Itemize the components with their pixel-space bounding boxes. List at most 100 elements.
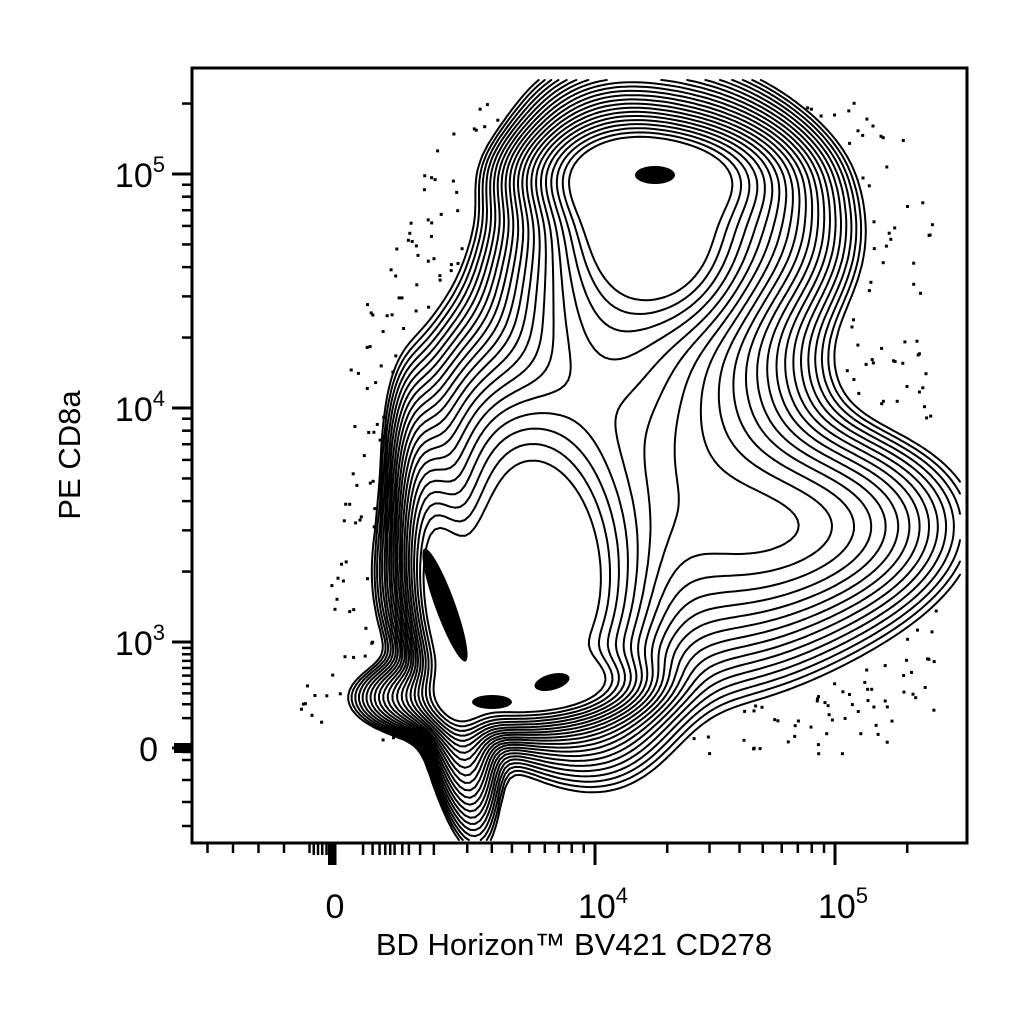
event-dot	[313, 694, 317, 697]
event-dot	[333, 607, 337, 611]
dense-core	[472, 695, 512, 709]
event-dot	[901, 361, 905, 365]
event-dot	[402, 327, 406, 330]
event-dot	[866, 687, 870, 691]
event-dot	[923, 405, 926, 409]
event-dot	[371, 313, 375, 317]
event-dot	[916, 628, 919, 632]
event-dot	[857, 391, 861, 395]
event-dot	[914, 696, 918, 700]
event-dot	[400, 296, 404, 300]
event-dot	[352, 608, 356, 612]
event-dot	[752, 746, 756, 750]
event-dot	[806, 106, 810, 110]
event-dot	[378, 438, 382, 442]
event-dot	[892, 359, 895, 363]
event-dot	[410, 240, 414, 243]
event-dot	[817, 695, 820, 699]
event-dot	[915, 339, 919, 343]
event-dot	[816, 697, 820, 701]
event-dot	[472, 127, 476, 131]
event-dot	[483, 125, 487, 129]
dense-core	[534, 672, 570, 692]
event-dot	[341, 579, 345, 583]
y-tick-label: 105	[115, 152, 165, 195]
event-dot	[885, 165, 889, 169]
event-dot	[925, 416, 929, 420]
event-dot	[460, 247, 464, 251]
event-dot	[833, 682, 837, 686]
event-dot	[372, 525, 376, 529]
event-dot	[850, 325, 854, 329]
event-dot	[369, 311, 373, 315]
event-dot	[881, 136, 885, 140]
event-dot	[833, 113, 836, 117]
y-axis-title: PE CD8a	[52, 390, 87, 520]
event-dot	[901, 139, 905, 142]
event-dot	[389, 268, 393, 272]
event-dot	[370, 641, 374, 645]
event-dot	[930, 630, 934, 634]
event-dot	[796, 719, 800, 723]
event-dot	[301, 702, 305, 706]
event-dot	[430, 221, 434, 225]
event-dot	[889, 237, 893, 241]
event-dot	[439, 212, 443, 216]
event-dot	[876, 732, 880, 736]
event-dot	[367, 431, 371, 434]
event-dot	[432, 257, 436, 261]
contour-lines	[347, 79, 961, 841]
event-dot	[809, 725, 813, 729]
event-dot	[395, 247, 399, 251]
event-dot	[912, 282, 916, 286]
event-dot	[827, 713, 831, 717]
event-dot	[358, 518, 362, 522]
event-dot	[906, 637, 910, 641]
x-tick-label: 105	[818, 883, 868, 926]
event-dot	[356, 371, 360, 375]
event-dot	[692, 737, 696, 741]
event-dot	[856, 710, 860, 713]
event-dot	[932, 708, 936, 712]
event-dot	[364, 626, 368, 630]
event-dot	[390, 313, 394, 317]
event-dot	[300, 707, 303, 711]
event-dot	[365, 387, 369, 390]
event-dot	[870, 687, 874, 691]
event-dot	[885, 740, 889, 744]
event-dot	[760, 705, 764, 709]
event-dot	[426, 259, 430, 263]
event-dot	[452, 132, 456, 136]
event-dot	[879, 134, 883, 138]
event-dot	[826, 704, 830, 708]
event-dot	[825, 732, 829, 736]
event-dot	[880, 402, 884, 406]
event-dot	[754, 704, 758, 708]
event-dot	[872, 705, 876, 709]
event-dot	[830, 718, 834, 722]
event-dot	[903, 340, 907, 344]
event-dot	[343, 655, 347, 659]
event-dot	[397, 296, 401, 300]
event-dot	[910, 670, 913, 674]
event-dot	[406, 238, 410, 242]
event-dot	[743, 709, 747, 713]
event-dot	[758, 747, 762, 751]
event-dot	[867, 184, 871, 188]
event-dot	[885, 705, 889, 709]
event-dot	[924, 372, 928, 376]
event-dot	[872, 220, 876, 224]
event-dot	[895, 399, 899, 403]
event-dot	[773, 718, 777, 722]
event-dot	[871, 361, 875, 365]
event-dot	[320, 720, 324, 724]
event-dot	[865, 117, 869, 121]
event-dot	[845, 369, 849, 373]
event-dot	[921, 386, 925, 390]
event-dot	[852, 318, 855, 322]
event-dot	[706, 735, 710, 739]
event-dot	[348, 502, 352, 506]
event-dot	[928, 233, 932, 237]
event-dot	[934, 609, 938, 613]
